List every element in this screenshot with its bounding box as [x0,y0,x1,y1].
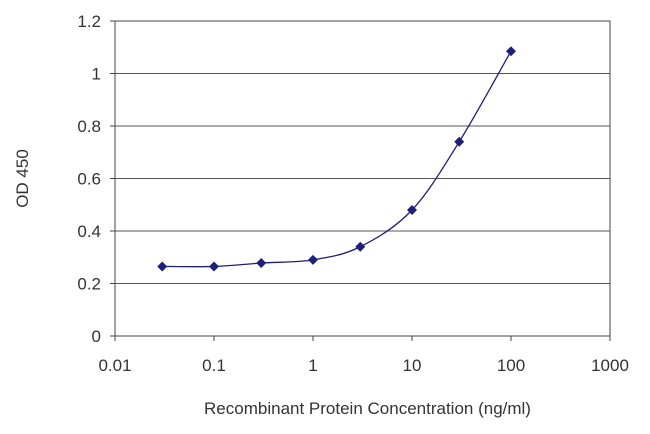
data-point [407,205,417,215]
x-tick-label: 100 [497,356,525,375]
y-axis-label: OD 450 [13,149,32,208]
y-tick-label: 0.6 [77,170,101,189]
y-tick-label: 0.2 [77,275,101,294]
x-tick-label: 0.1 [202,356,226,375]
x-axis-label: Recombinant Protein Concentration (ng/ml… [204,399,531,418]
x-tick-label: 1 [308,356,317,375]
y-tick-label: 1.2 [77,12,101,31]
data-point [308,254,318,265]
x-axis: 0.01 0.1 1 10 100 1000 [98,336,629,375]
y-tick-label: 0 [92,327,101,346]
data-point [157,261,168,272]
data-point [355,241,366,252]
y-tick-label: 0.8 [77,117,101,136]
x-tick-label: 1000 [591,356,629,375]
x-tick-label: 10 [403,356,422,375]
gridlines [115,20,610,337]
series-line [162,50,512,268]
y-tick-label: 1 [92,65,101,84]
y-tick-label: 0.4 [77,222,101,241]
data-point [454,136,465,147]
data-point [209,261,219,272]
x-tick-label: 0.01 [98,356,131,375]
data-points [157,46,516,272]
data-point [506,46,516,57]
data-point [256,258,267,269]
y-axis: 0 0.2 0.4 0.6 0.8 1 1.2 [77,12,115,346]
